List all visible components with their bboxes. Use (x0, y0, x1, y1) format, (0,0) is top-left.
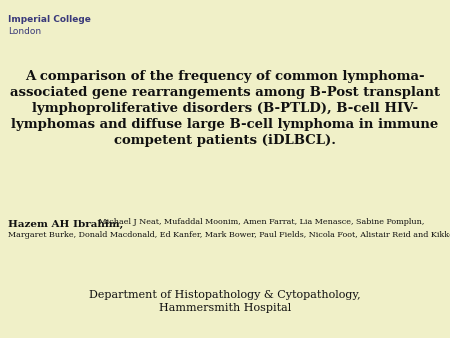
Text: Imperial College: Imperial College (8, 15, 91, 24)
Text: Michael J Neat, Mufaddal Moonim, Amen Farrat, Lia Menasce, Sabine Pomplun,: Michael J Neat, Mufaddal Moonim, Amen Fa… (96, 218, 424, 226)
Text: A comparison of the frequency of common lymphoma-
associated gene rearrangements: A comparison of the frequency of common … (10, 70, 440, 147)
Text: Hazem AH Ibrahim,: Hazem AH Ibrahim, (8, 220, 123, 229)
Text: London: London (8, 27, 41, 36)
Text: Margaret Burke, Donald Macdonald, Ed Kanfer, Mark Bower, Paul Fields, Nicola Foo: Margaret Burke, Donald Macdonald, Ed Kan… (8, 231, 450, 239)
Text: Department of Histopathology & Cytopathology,
Hammersmith Hospital: Department of Histopathology & Cytopatho… (89, 290, 361, 313)
